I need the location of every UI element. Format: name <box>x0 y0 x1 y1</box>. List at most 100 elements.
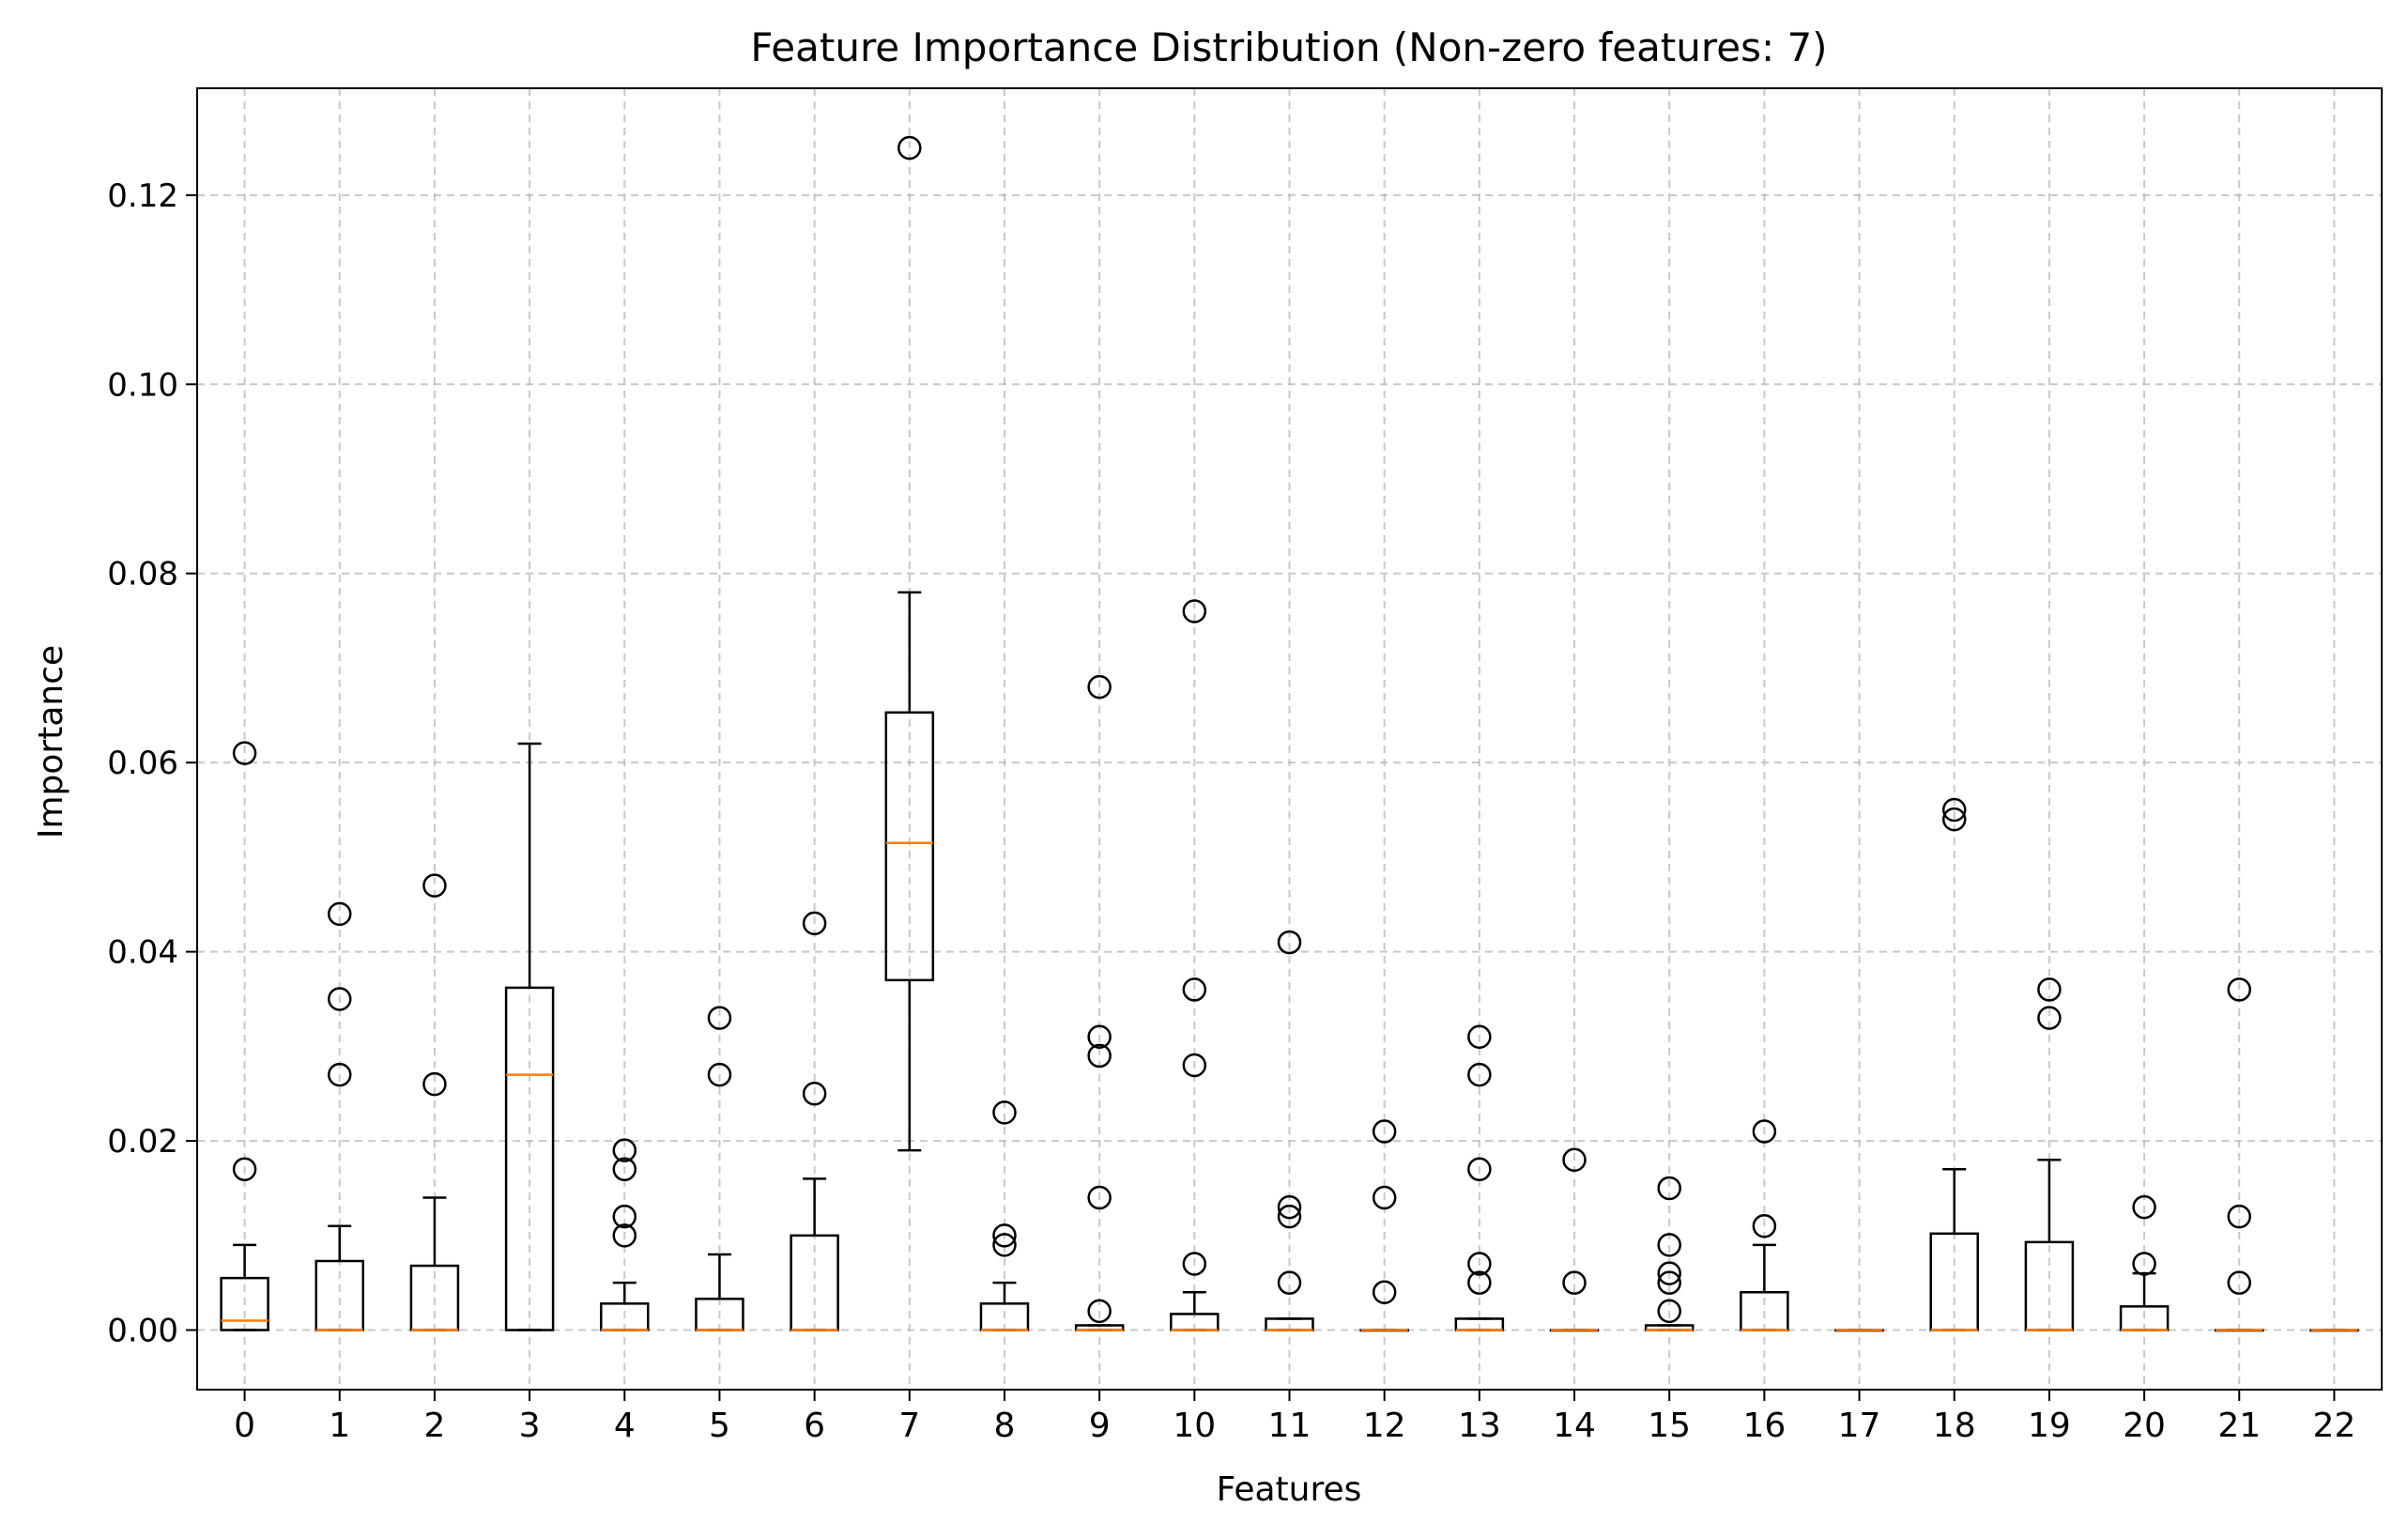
outlier-point <box>1657 1261 1681 1285</box>
outlier-point <box>232 741 257 765</box>
box-8 <box>979 1100 1030 1331</box>
outlier-point <box>1087 1043 1112 1069</box>
box-22 <box>2309 1329 2359 1332</box>
outlier-point <box>2227 1270 2251 1295</box>
outlier-point <box>1752 1213 1777 1238</box>
outlier-point <box>1657 1299 1681 1324</box>
outlier-point <box>802 1081 827 1106</box>
outlier-point <box>1562 1147 1587 1172</box>
y-tick-label: 0.02 <box>107 1123 178 1161</box>
y-tick-label: 0.08 <box>107 556 178 593</box>
outlier-point <box>1277 1270 1302 1295</box>
outlier-point <box>1562 1270 1587 1295</box>
y-axis-ticks: 0.00 0.02 0.04 0.06 0.08 0.10 0.12 <box>107 177 197 1350</box>
box-3 <box>504 742 555 1331</box>
outlier-point <box>2227 977 2251 1002</box>
x-tick-label: 1 <box>329 1407 350 1445</box>
outlier-point <box>1941 797 1967 823</box>
box-15 <box>1644 1176 1695 1331</box>
box-6 <box>790 911 839 1331</box>
outlier-point <box>1467 1157 1492 1182</box>
x-tick-label: 15 <box>1648 1407 1691 1445</box>
y-tick-label: 0.04 <box>107 934 178 972</box>
box-body <box>504 986 555 1331</box>
box-12 <box>1359 1119 1409 1332</box>
box-20 <box>2119 1194 2170 1331</box>
outlier-point <box>1467 1024 1492 1050</box>
x-tick-label: 0 <box>234 1407 255 1445</box>
outlier-point <box>1467 1252 1492 1276</box>
outlier-point <box>1657 1176 1681 1201</box>
outlier-point <box>992 1223 1017 1248</box>
x-tick-label: 20 <box>2123 1407 2166 1445</box>
x-tick-label: 11 <box>1268 1407 1311 1445</box>
outlier-point <box>707 1062 732 1087</box>
outlier-point <box>1182 977 1207 1002</box>
outlier-point <box>422 1071 447 1097</box>
boxplots <box>220 135 2359 1332</box>
box-19 <box>2024 977 2075 1331</box>
outlier-point <box>1372 1119 1397 1144</box>
x-tick-label: 5 <box>709 1407 730 1445</box>
outlier-point <box>897 135 922 161</box>
outlier-point <box>1657 1233 1681 1257</box>
outlier-point <box>2132 1194 2156 1220</box>
x-tick-label: 21 <box>2217 1407 2261 1445</box>
box-18 <box>1929 797 1979 1331</box>
outlier-point <box>992 1100 1017 1125</box>
box-5 <box>695 1006 744 1331</box>
outlier-point <box>612 1157 637 1182</box>
box-21 <box>2214 977 2264 1332</box>
outlier-point <box>1752 1119 1777 1144</box>
box-body <box>220 1276 269 1331</box>
outlier-point <box>707 1006 732 1030</box>
x-axis-label: Features <box>1217 1470 1362 1509</box>
outlier-point <box>1467 1062 1492 1087</box>
box-4 <box>600 1138 650 1331</box>
x-tick-label: 18 <box>1933 1407 1976 1445</box>
outlier-point <box>328 1062 352 1087</box>
outlier-point <box>992 1233 1017 1257</box>
y-axis-label: Importance <box>32 645 70 838</box>
y-tick-label: 0.00 <box>107 1313 178 1350</box>
outlier-point <box>1372 1185 1397 1210</box>
outlier-point <box>1087 1299 1112 1324</box>
x-tick-label: 9 <box>1089 1407 1111 1445</box>
box-16 <box>1740 1119 1789 1331</box>
outlier-point <box>1182 1252 1207 1276</box>
x-tick-label: 8 <box>994 1407 1016 1445</box>
box-0 <box>220 741 269 1331</box>
y-tick-label: 0.12 <box>107 177 178 215</box>
box-7 <box>884 135 935 1152</box>
box-body <box>884 711 935 982</box>
box-2 <box>409 873 460 1331</box>
outlier-point <box>1277 1194 1302 1220</box>
box-13 <box>1454 1024 1505 1331</box>
x-tick-label: 3 <box>519 1407 541 1445</box>
outlier-point <box>1467 1270 1492 1295</box>
y-tick-label: 0.10 <box>107 366 178 404</box>
outlier-point <box>1941 807 1967 832</box>
x-tick-label: 4 <box>614 1407 636 1445</box>
outlier-point <box>1182 1053 1207 1078</box>
x-tick-label: 2 <box>423 1407 445 1445</box>
outlier-point <box>328 987 352 1011</box>
x-tick-label: 19 <box>2028 1407 2071 1445</box>
outlier-point <box>2132 1252 2156 1276</box>
x-tick-label: 16 <box>1742 1407 1786 1445</box>
box-10 <box>1170 599 1219 1331</box>
box-17 <box>1834 1329 1884 1332</box>
outlier-point <box>232 1157 257 1182</box>
outlier-point <box>1657 1270 1681 1295</box>
x-tick-label: 12 <box>1363 1407 1406 1445</box>
outlier-point <box>422 873 447 898</box>
box-1 <box>314 901 365 1331</box>
outlier-point <box>328 901 352 927</box>
outlier-point <box>1087 1185 1112 1210</box>
box-9 <box>1074 674 1125 1331</box>
chart-title: Feature Importance Distribution (Non-zer… <box>750 24 1827 70</box>
outlier-point <box>1087 1024 1112 1050</box>
x-tick-label: 22 <box>2313 1407 2356 1445</box>
